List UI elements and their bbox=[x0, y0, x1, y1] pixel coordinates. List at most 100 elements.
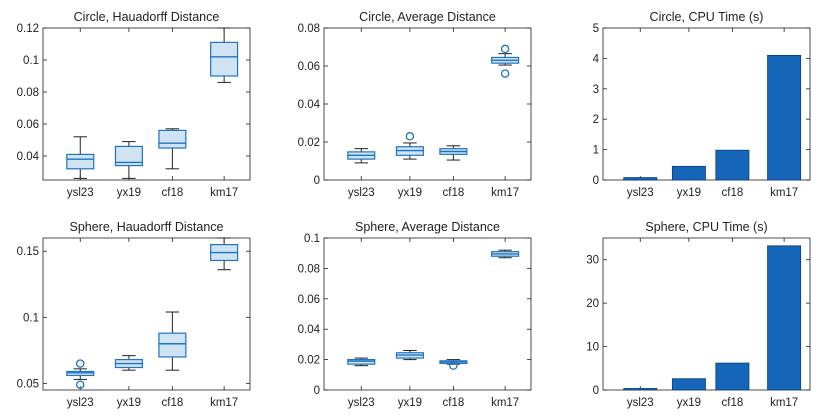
x-tick-label: km17 bbox=[210, 397, 238, 409]
box-ysl23 bbox=[347, 148, 376, 164]
x-tick-label: yx19 bbox=[398, 397, 422, 409]
bar-ysl23 bbox=[623, 388, 658, 391]
subplot-2: Circle, Average Distance 0 0.02 0.04 0.06 0.0… bbox=[298, 10, 532, 199]
y-tick-label: 0.04 bbox=[298, 99, 321, 111]
box-ysl23 bbox=[66, 359, 95, 389]
box-body bbox=[210, 41, 239, 77]
box-body bbox=[158, 332, 187, 358]
y-tick-label: 0.1 bbox=[23, 312, 39, 324]
x-tick-label: cf18 bbox=[162, 187, 184, 199]
box-body bbox=[66, 153, 95, 170]
box-body bbox=[114, 145, 143, 167]
x-tick-label: km17 bbox=[491, 397, 519, 409]
y-tick-label: 0.1 bbox=[23, 55, 39, 67]
y-tick-label: 0.1 bbox=[304, 233, 320, 245]
y-tick-label: 0.08 bbox=[298, 23, 320, 35]
x-tick-label: km17 bbox=[770, 187, 798, 199]
x-tick-label: km17 bbox=[770, 397, 798, 409]
box-cf18 bbox=[158, 311, 187, 371]
box-cf18 bbox=[439, 359, 468, 370]
bar-cf18 bbox=[715, 149, 750, 181]
bar-km17 bbox=[767, 245, 802, 391]
y-tick-label: 1 bbox=[593, 145, 599, 157]
axes-frame bbox=[42, 27, 251, 181]
x-tick-label: km17 bbox=[491, 187, 519, 199]
x-tick-label: yx19 bbox=[677, 397, 701, 409]
x-tick-label: ysl23 bbox=[348, 187, 375, 199]
subplot-title: Sphere, CPU Time (s) bbox=[645, 220, 767, 234]
subplot-title: Circle, Average Distance bbox=[359, 10, 496, 24]
bar-yx19 bbox=[671, 165, 706, 181]
outlier-point bbox=[405, 132, 415, 141]
box-cf18 bbox=[158, 128, 187, 170]
outlier-point bbox=[76, 380, 85, 389]
bar-km17 bbox=[767, 54, 802, 181]
y-tick-label: 0.05 bbox=[17, 378, 39, 390]
subplot-3: Circle, CPU Time (s) 0 1 2 3 4 5 ysl23 yx19 cf18 k… bbox=[593, 10, 811, 199]
outlier-point bbox=[500, 44, 510, 54]
outlier-point bbox=[76, 359, 85, 368]
box-km17 bbox=[491, 44, 520, 78]
box-ysl23 bbox=[347, 357, 376, 367]
y-tick-label: 0 bbox=[314, 385, 320, 397]
bar-ysl23 bbox=[623, 177, 658, 181]
y-tick-label: 0.06 bbox=[298, 294, 320, 306]
y-tick-label: 0 bbox=[593, 385, 599, 397]
y-tick-label: 0 bbox=[314, 175, 320, 187]
bar-yx19 bbox=[671, 378, 706, 391]
bar-cf18 bbox=[715, 362, 750, 391]
y-tick-label: 20 bbox=[586, 298, 599, 310]
outlier-point bbox=[500, 69, 510, 78]
y-tick-label: 5 bbox=[593, 23, 599, 35]
x-tick-label: yx19 bbox=[677, 187, 701, 199]
y-tick-label: 0.15 bbox=[17, 246, 39, 258]
box-km17 bbox=[210, 237, 239, 271]
y-tick-label: 0.04 bbox=[298, 324, 321, 336]
subplot-title: Sphere, Hauadorff Distance bbox=[69, 220, 223, 234]
box-km17 bbox=[491, 249, 520, 259]
y-tick-label: 2 bbox=[593, 114, 599, 126]
y-tick-label: 4 bbox=[593, 53, 600, 65]
x-tick-label: yx19 bbox=[117, 187, 141, 199]
box-body bbox=[347, 359, 376, 365]
x-tick-label: km17 bbox=[210, 187, 238, 199]
x-tick-label: ysl23 bbox=[348, 397, 375, 409]
y-tick-label: 0.02 bbox=[298, 137, 320, 149]
x-tick-label: ysl23 bbox=[627, 187, 654, 199]
x-tick-label: cf18 bbox=[162, 397, 184, 409]
subplot-1: Circle, Hauadorff Distance 0.04 0.06 0.08 0.… bbox=[17, 10, 251, 199]
axes-frame bbox=[323, 237, 532, 391]
x-tick-label: ysl23 bbox=[627, 397, 654, 409]
x-tick-label: cf18 bbox=[722, 397, 744, 409]
subplot-6: Sphere, CPU Time (s) 0 10 20 30 ysl23 yx19 cf18… bbox=[586, 220, 811, 409]
x-tick-label: cf18 bbox=[722, 187, 744, 199]
x-tick-label: yx19 bbox=[398, 187, 422, 199]
y-tick-label: 0.12 bbox=[17, 23, 39, 35]
y-tick-label: 0.08 bbox=[17, 87, 39, 99]
y-tick-label: 0.08 bbox=[298, 263, 320, 275]
box-cf18 bbox=[439, 145, 468, 161]
subplot-title: Circle, CPU Time (s) bbox=[650, 10, 764, 24]
y-tick-label: 10 bbox=[586, 342, 599, 354]
y-tick-label: 0.06 bbox=[17, 119, 39, 131]
y-tick-label: 0 bbox=[593, 175, 599, 187]
x-tick-label: ysl23 bbox=[67, 397, 94, 409]
axes-frame bbox=[602, 27, 811, 181]
box-ysl23 bbox=[66, 136, 95, 179]
x-tick-label: yx19 bbox=[117, 397, 141, 409]
subplot-title: Sphere, Average Distance bbox=[355, 220, 500, 234]
subplot-4: Sphere, Hauadorff Distance 0.05 0.1 0.15 ysl… bbox=[17, 220, 251, 409]
box-yx19 bbox=[395, 349, 424, 361]
axes-frame bbox=[602, 237, 811, 391]
y-tick-label: 0.02 bbox=[298, 355, 320, 367]
subplot-5: Sphere, Average Distance 0 0.02 0.04 0.06 0.0… bbox=[298, 220, 532, 409]
box-body bbox=[158, 129, 187, 149]
axes-frame bbox=[42, 237, 251, 391]
subplot-title: Circle, Hauadorff Distance bbox=[74, 10, 220, 24]
x-tick-label: cf18 bbox=[443, 187, 465, 199]
outlier-point bbox=[449, 361, 458, 370]
box-yx19 bbox=[395, 132, 424, 160]
y-tick-label: 30 bbox=[586, 255, 599, 267]
box-yx19 bbox=[114, 355, 143, 371]
